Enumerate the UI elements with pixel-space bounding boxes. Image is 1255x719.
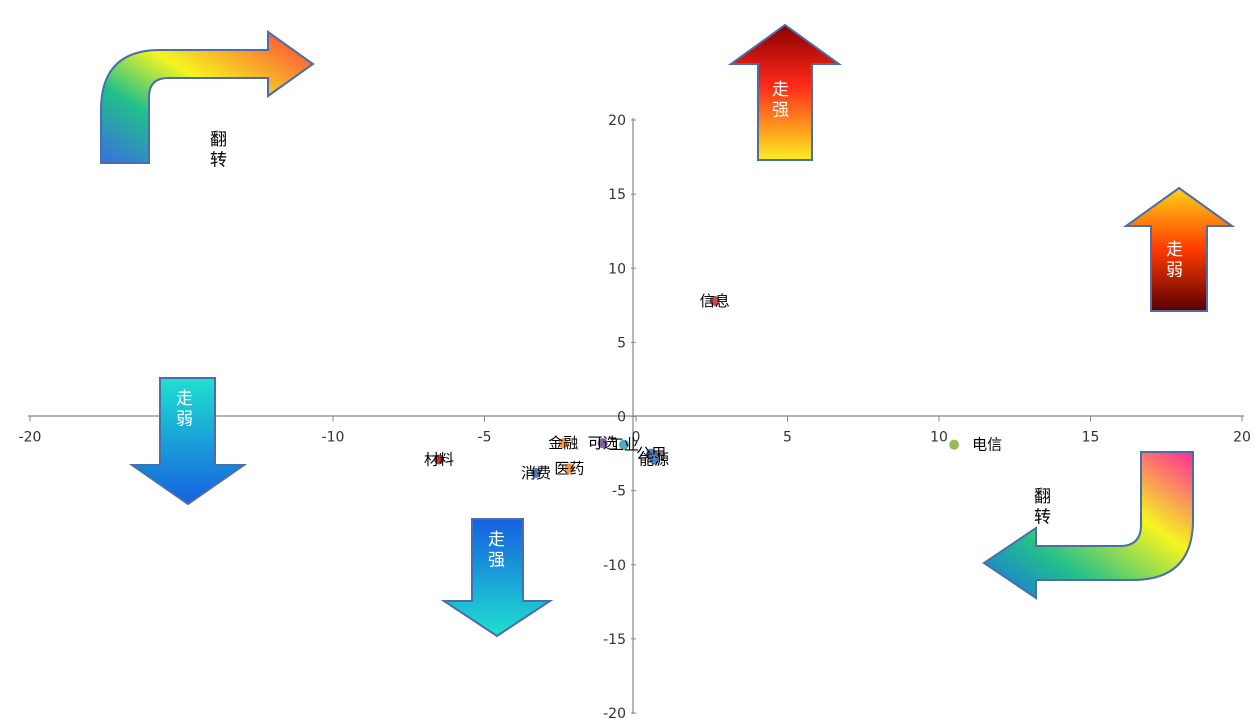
data-point [558,438,569,449]
data-point [434,454,445,465]
strong-arrow-down [440,518,554,638]
flip-arrow-bottom-right [982,451,1194,600]
y-tick-label: 10 [608,261,626,277]
x-tick-label: 15 [1082,430,1100,446]
y-tick-label: 5 [617,335,626,351]
weak-label-up-right: 走弱 [1166,240,1183,280]
y-tick-label: -5 [612,484,626,500]
data-point [649,454,660,465]
data-point-label: 可选 [588,434,618,452]
y-tick-label: -15 [603,632,626,648]
weak-arrow-down-left [128,377,248,506]
data-point-label: 信息 [700,292,730,310]
data-point-label: 工业 [609,436,639,454]
data-point [531,467,542,478]
x-tick-label: -20 [19,430,42,446]
data-point-label: 材料 [424,450,454,468]
y-tick-label: 15 [608,187,626,203]
data-point [949,439,960,450]
data-point [597,438,608,449]
data-point [564,463,575,474]
strong-label-down: 走强 [488,530,505,570]
flip-arrow-top-left [100,30,315,164]
data-point [618,439,629,450]
x-tick-label: 5 [783,430,792,446]
flip-label-top-left: 翻转 [210,130,227,170]
strong-label-up: 走强 [772,80,789,120]
y-tick-label: -10 [603,558,626,574]
y-tick-label: 20 [608,113,626,129]
x-tick-label: 0 [632,430,641,446]
flip-label-bottom-right: 翻转 [1034,487,1051,527]
x-tick-label: 20 [1233,430,1251,446]
data-point-label: 医药 [554,459,584,477]
data-point [709,295,720,306]
data-point-label: 电信 [972,436,1002,454]
weak-arrow-up-right [1122,186,1236,312]
data-point-label: 金融 [548,434,578,452]
data-point-label: 消费 [521,464,551,482]
strong-arrow-up [727,23,843,161]
weak-label-down-left: 走弱 [176,389,193,429]
y-tick-label: -20 [603,706,626,719]
x-tick-label: -5 [478,430,492,446]
y-tick-label: 0 [617,410,626,426]
x-tick-label: 10 [930,430,948,446]
x-tick-label: -10 [322,430,345,446]
data-point-label: 能源 [639,450,669,468]
